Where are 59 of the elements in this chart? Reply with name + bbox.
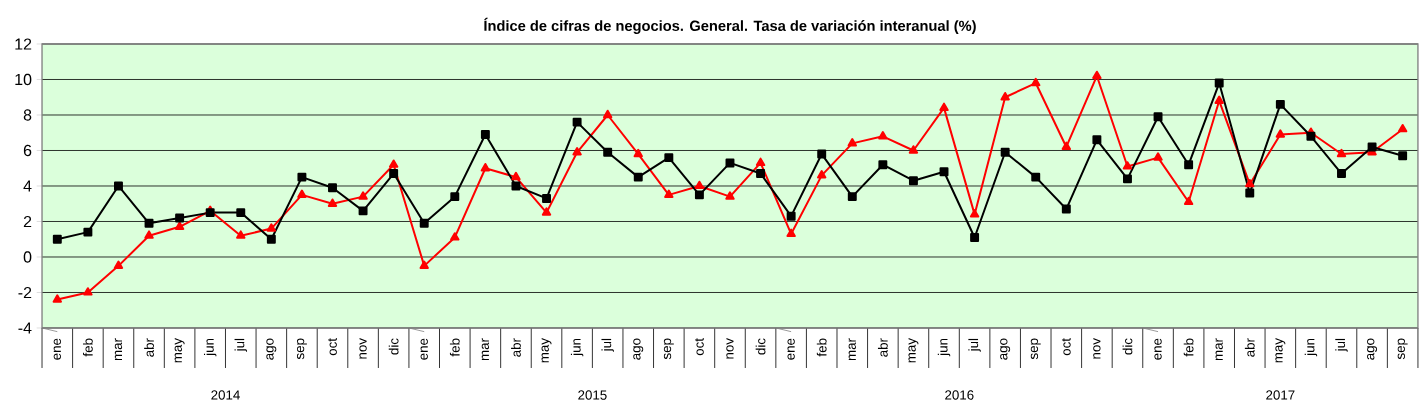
x-tick-label: may — [908, 338, 919, 363]
x-tick-label: jun — [203, 338, 217, 357]
y-tick-label: -2 — [18, 286, 32, 299]
y-tick-label: 0 — [23, 251, 32, 263]
x-tick-label: ago — [1367, 338, 1378, 360]
y-tick-label: 8 — [23, 109, 32, 121]
x-tick-label: may — [174, 338, 185, 363]
text: 2017 — [1266, 390, 1295, 400]
x-tick-label: oct — [695, 338, 704, 356]
x-tick-label: abr — [1244, 338, 1255, 357]
x-tick-label: dic — [755, 338, 766, 355]
x-tick-label: ago — [1000, 338, 1011, 360]
x-tick-label: ene — [787, 338, 795, 360]
x-tick-label: jul — [1335, 338, 1348, 352]
x-tick-label: sep — [1397, 338, 1408, 360]
x-tick-label: sep — [663, 338, 674, 360]
x-tick-label: mar — [848, 338, 856, 361]
x-tick-label: may — [541, 338, 552, 363]
text: 2014 — [211, 390, 240, 400]
y-tick-label: 10 — [15, 73, 32, 86]
x-tick-label: oct — [328, 338, 337, 356]
x-tick-label: sep — [296, 338, 307, 360]
x-tick-label: nov — [359, 338, 367, 359]
x-tick-label: ago — [266, 338, 277, 360]
chart-title: Índice de cifras de negocios. General. Tasa de variación interanual (%) — [484, 17, 976, 34]
y-tick-label: 2 — [23, 215, 32, 228]
y-tick-label: 12 — [15, 38, 32, 50]
text: 2015 — [578, 390, 607, 400]
x-tick-label: oct — [1061, 338, 1071, 356]
x-tick-label: jun — [1304, 338, 1318, 357]
x-tick-label: abr — [877, 338, 888, 357]
x-tick-label: abr — [511, 338, 521, 357]
x-tick-label: jul — [601, 338, 614, 352]
x-tick-label: feb — [816, 338, 827, 357]
x-tick-label: sep — [1030, 338, 1041, 360]
x-tick-label: ene — [1154, 338, 1162, 360]
y-tick-label: 6 — [23, 144, 32, 157]
y-tick-label: 4 — [23, 180, 32, 192]
x-tick-label: feb — [449, 338, 460, 357]
x-tick-label: dic — [1122, 338, 1133, 355]
x-tick-label: ene — [53, 338, 61, 360]
x-tick-label: abr — [144, 338, 154, 357]
x-tick-label: feb — [1183, 338, 1194, 357]
x-tick-label: ene — [420, 338, 428, 360]
x-tick-label: mar — [481, 338, 490, 361]
x-tick-label: nov — [726, 338, 734, 359]
text: 2016 — [945, 390, 974, 400]
x-tick-label: mar — [1215, 338, 1223, 361]
x-tick-label: dic — [388, 338, 399, 355]
x-tick-label: ago — [633, 338, 644, 360]
x-tick-label: jul — [968, 338, 981, 352]
x-tick-label: nov — [1093, 338, 1101, 359]
x-tick-label: jun — [570, 338, 584, 357]
x-tick-label: jun — [937, 338, 951, 357]
x-tick-label: jul — [234, 338, 247, 352]
x-tick-label: may — [1275, 338, 1286, 363]
x-tick-label: feb — [82, 338, 93, 357]
x-tick-label: mar — [114, 338, 123, 361]
y-tick-label: -4 — [18, 322, 32, 334]
